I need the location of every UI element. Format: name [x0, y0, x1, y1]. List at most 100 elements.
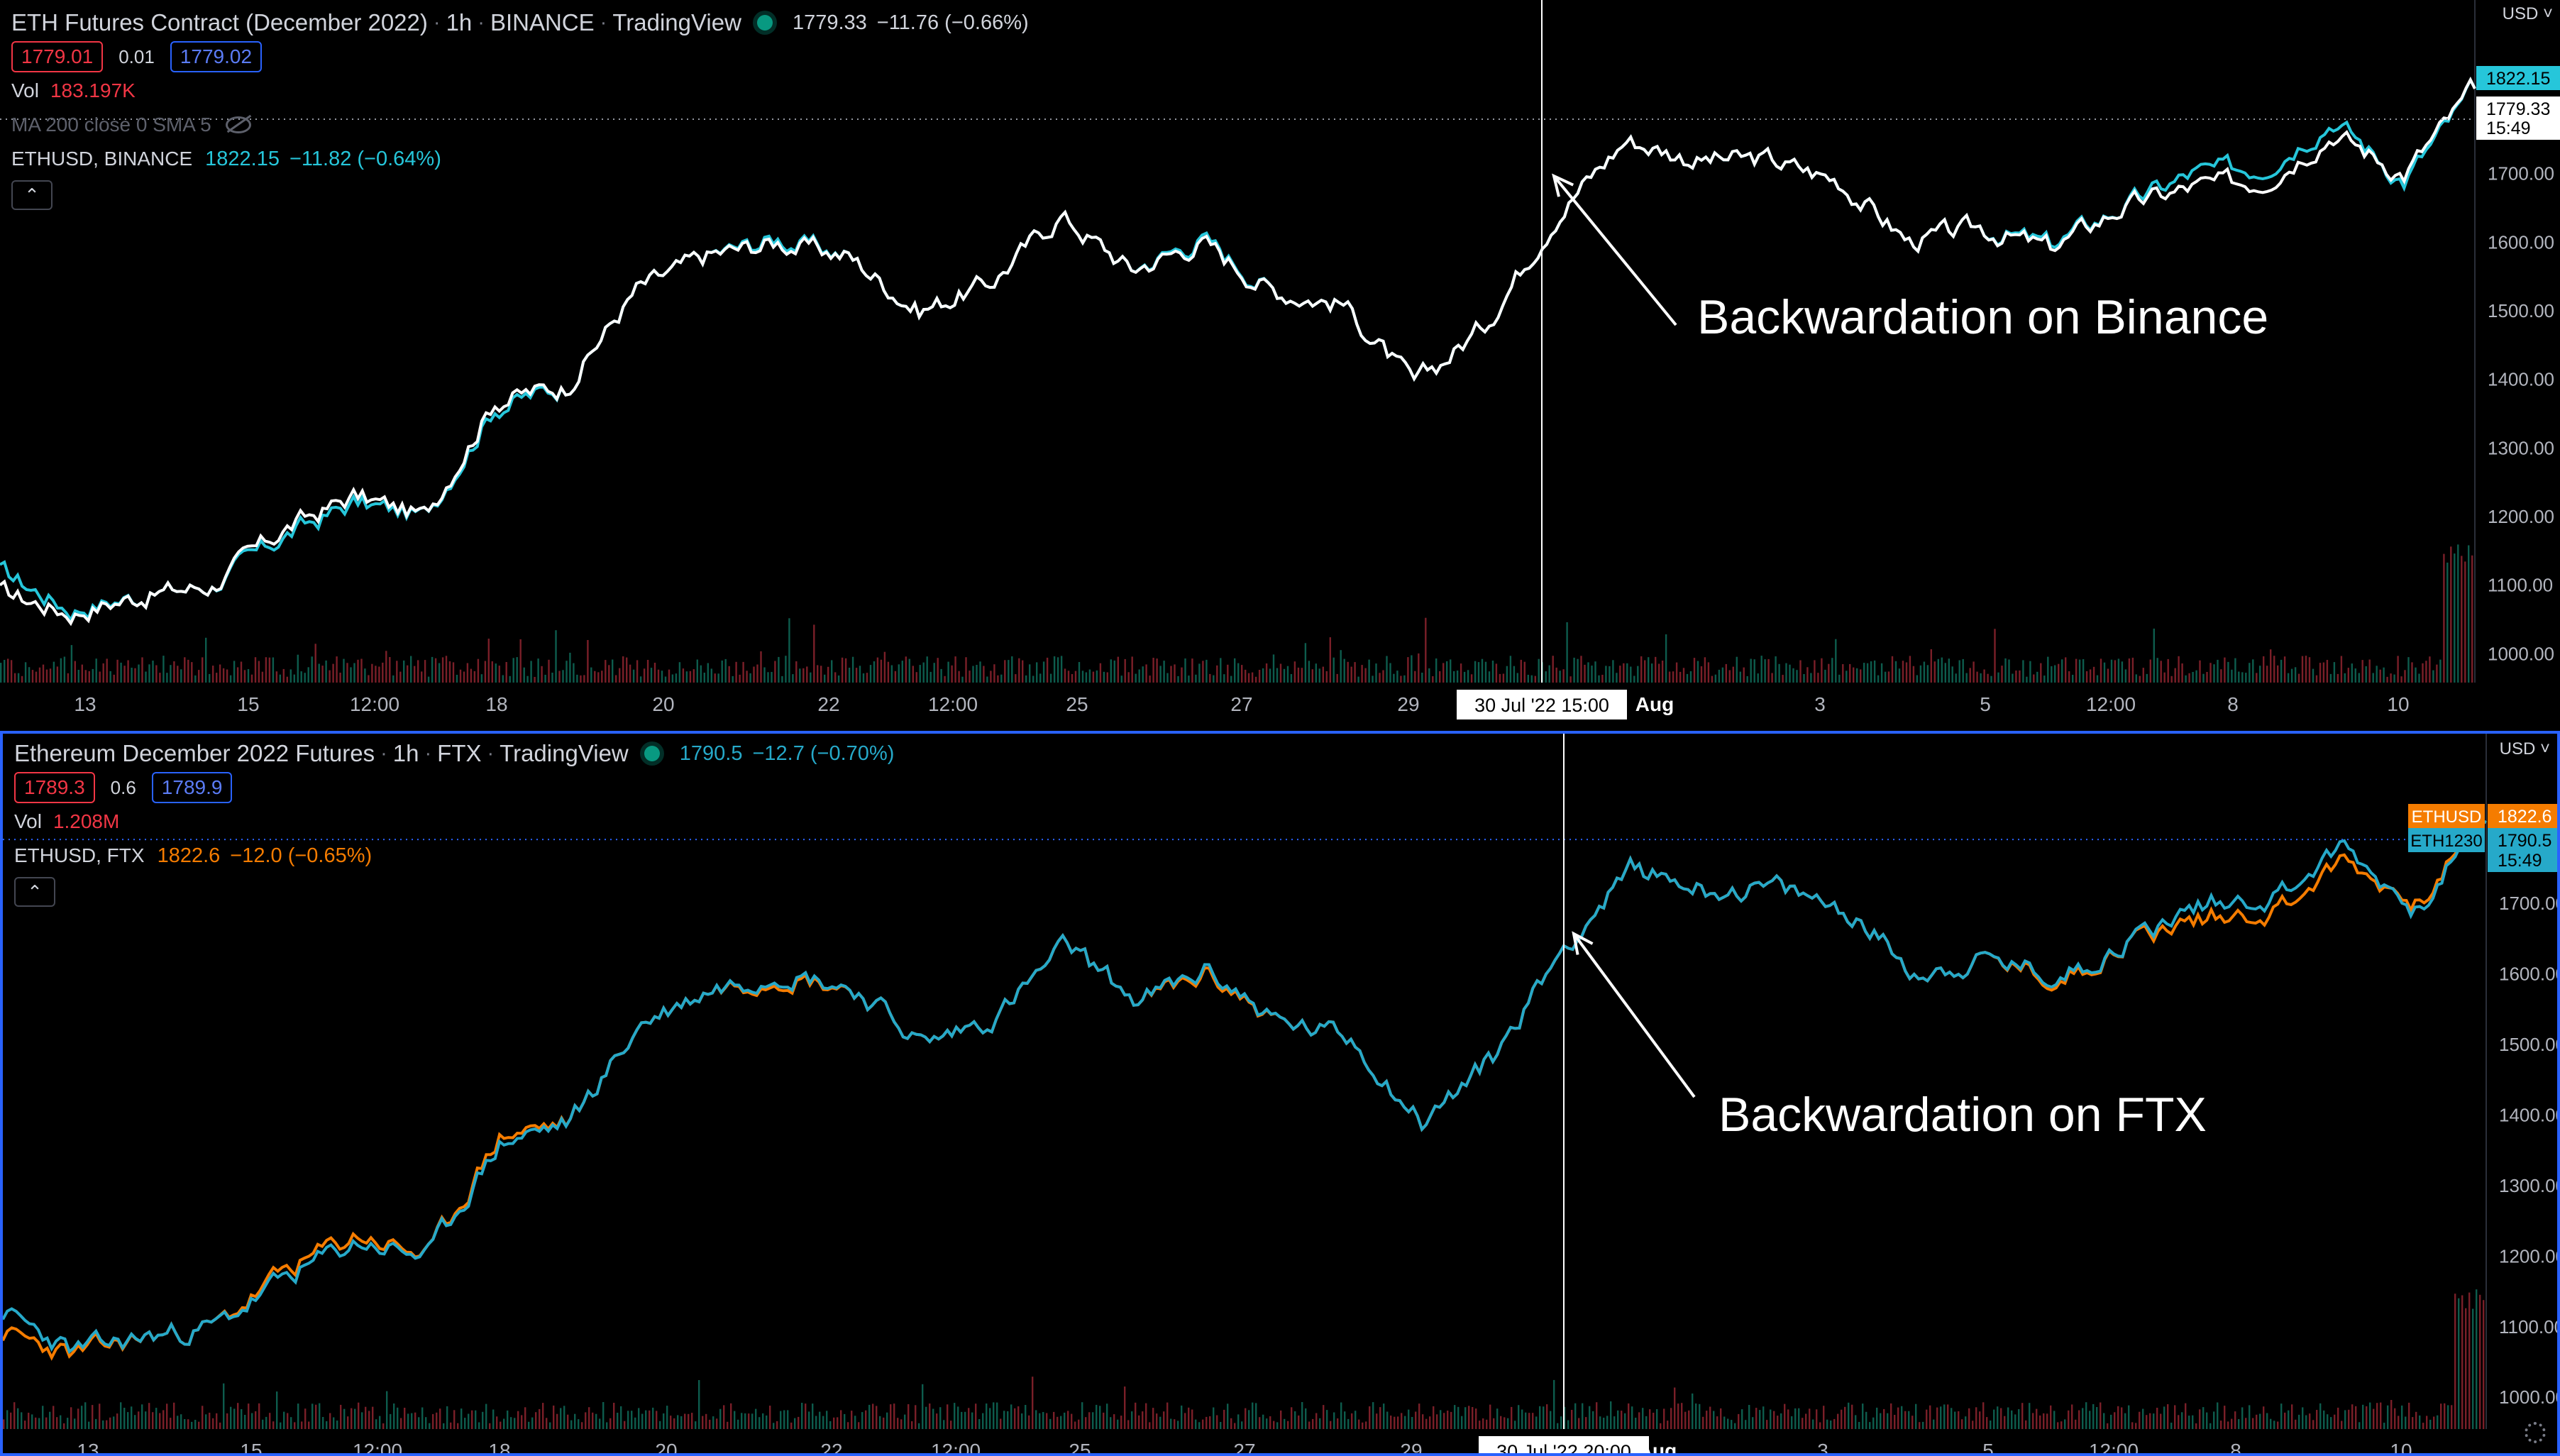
volume-bar [2217, 659, 2219, 683]
volume-bar [198, 670, 200, 683]
top-chart-canvas[interactable]: 1000.001100.001200.001300.001400.001500.… [0, 0, 2560, 731]
gear-icon[interactable] [2525, 1422, 2546, 1443]
volume-bar [2220, 1421, 2222, 1429]
volume-bar [1689, 671, 1692, 683]
volume-bar [1340, 650, 1342, 683]
volume-bar [1968, 1408, 1970, 1429]
volume-bar [1470, 674, 1473, 683]
volume-bar [1727, 1418, 1729, 1429]
top-volume-label[interactable]: Vol [11, 79, 39, 101]
bottom-collapse-legend-button[interactable]: ⌃ [14, 877, 55, 907]
top-chart-panel[interactable]: 1000.00 1100.00 1200.00 1300.00 1400.00 1500.… [0, 0, 2560, 731]
volume-bar [184, 657, 186, 683]
volume-bar [1174, 664, 1176, 683]
volume-bar [1993, 1409, 1995, 1429]
bottom-sell-button[interactable]: 1789.3 [14, 772, 95, 803]
volume-bar [1106, 1403, 1108, 1429]
volume-bar [2429, 656, 2431, 683]
top-collapse-legend-button[interactable]: ⌃ [11, 180, 53, 210]
volume-bar [1110, 1417, 1112, 1429]
volume-bar [49, 668, 52, 683]
volume-bar [1877, 675, 1880, 683]
volume-bar [2110, 659, 2113, 683]
volume-bar [986, 1403, 988, 1429]
bottom-symbol-title[interactable]: Ethereum December 2022 Futures [14, 740, 375, 766]
volume-bar [703, 673, 705, 683]
bottom-chart-canvas[interactable]: 1000.001100.001200.001300.001400.001500.… [3, 734, 2557, 1453]
volume-bar [1695, 1403, 1697, 1429]
volume-bar [84, 670, 87, 683]
bottom-currency-selector[interactable]: USD ˅ [2500, 739, 2550, 759]
volume-bar [500, 1421, 502, 1429]
volume-bar [2075, 658, 2078, 683]
top-buy-button[interactable]: 1779.02 [170, 41, 263, 72]
volume-bar [1912, 666, 1915, 683]
volume-bar [1585, 1417, 1587, 1429]
top-symbol-title[interactable]: ETH Futures Contract (December 2022) [11, 9, 428, 35]
volume-bar [656, 1411, 658, 1429]
volume-bar [1279, 663, 1282, 683]
bottom-price-change: −12.7 (−0.70%) [752, 741, 895, 765]
volume-bar [1216, 665, 1218, 683]
volume-bar [1830, 1421, 1832, 1429]
volume-bar [2054, 665, 2056, 683]
volume-bar [1241, 665, 1243, 683]
volume-bar [778, 656, 780, 683]
volume-bar [21, 1412, 23, 1429]
bottom-compare-symbol[interactable]: ETHUSD, FTX [14, 844, 145, 866]
volume-bar [205, 637, 207, 683]
bottom-interval[interactable]: 1h [392, 740, 419, 766]
volume-bar [837, 675, 840, 683]
volume-bar [272, 1421, 275, 1429]
volume-bar [10, 660, 13, 683]
volume-bar [1509, 656, 1512, 683]
volume-bar [480, 674, 483, 683]
bottom-volume-label[interactable]: Vol [14, 810, 42, 832]
price-tag-text: 15:49 [2498, 851, 2542, 871]
bottom-chart-panel[interactable]: 1000.001100.001200.001300.001400.001500.… [0, 731, 2560, 1456]
volume-bar [1837, 1413, 1839, 1429]
volume-bar [1223, 1409, 1225, 1429]
volume-bar [1017, 1406, 1020, 1429]
y-tick-label: 1500.00 [2488, 300, 2554, 321]
volume-bar [790, 1422, 793, 1429]
top-currency-selector[interactable]: USD ˅ [2503, 4, 2553, 24]
volume-bar [597, 672, 600, 683]
top-annotation-text[interactable]: Backwardation on Binance [1697, 290, 2269, 344]
volume-bar [282, 668, 285, 683]
volume-bar [1439, 671, 1441, 683]
top-interval[interactable]: 1h [446, 9, 473, 35]
eye-hidden-icon[interactable] [225, 116, 251, 133]
volume-bar [1660, 1423, 1662, 1429]
volume-bar [2039, 1415, 2041, 1429]
volume-bar [2206, 1412, 2208, 1429]
volume-bar [1770, 1409, 1772, 1429]
volume-bar [1188, 1407, 1190, 1429]
volume-bar [1528, 1413, 1530, 1429]
volume-bar [1780, 1413, 1782, 1429]
volume-bar [2277, 1421, 2279, 1429]
volume-bar [1269, 668, 1271, 683]
volume-bar [763, 667, 766, 683]
top-compare-symbol[interactable]: ETHUSD, BINANCE [11, 148, 193, 170]
volume-bar [900, 1419, 903, 1429]
volume-bar [661, 671, 663, 683]
volume-bar [1990, 1421, 1992, 1429]
bottom-buy-button[interactable]: 1789.9 [151, 772, 233, 803]
volume-bar [233, 1408, 236, 1429]
volume-bar [1429, 1416, 1431, 1429]
top-sell-button[interactable]: 1779.01 [11, 41, 104, 72]
volume-bar [2249, 1405, 2251, 1429]
bottom-annotation-text[interactable]: Backwardation on FTX [1718, 1088, 2207, 1142]
x-tick-label: 15 [240, 1440, 262, 1453]
time-axis: 13 15 12:00 18 20 22 12:00 25 27 29 Aug 3 5 12:00 8 10 [74, 693, 2409, 715]
top-ma-indicator-label[interactable]: MA 200 close 0 SMA 5 [11, 114, 211, 136]
volume-bar [2472, 1308, 2474, 1429]
volume-bar [113, 674, 115, 683]
volume-bar [1188, 675, 1190, 683]
volume-bar [915, 1405, 917, 1429]
volume-bar [2124, 1413, 2126, 1429]
volume-bar [1362, 1422, 1364, 1429]
volume-bar [2188, 673, 2190, 683]
volume-bar [1713, 1411, 1715, 1429]
